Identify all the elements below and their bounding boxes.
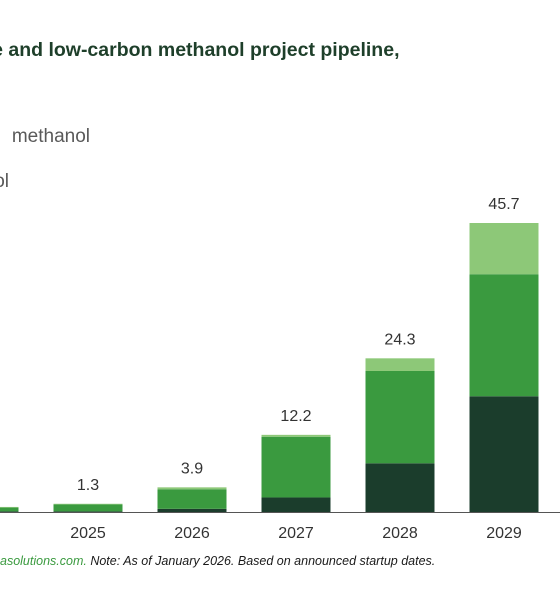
- x-tick-label-2026: 2026: [174, 525, 210, 542]
- bar-segment-light-2028: [365, 358, 435, 371]
- x-tick-label-2025: 2025: [70, 525, 106, 542]
- bar-segment-mid-2025: [53, 504, 123, 512]
- source-link[interactable]: asolutions.com.: [0, 554, 87, 568]
- bar-segment-light-2024: [0, 506, 19, 508]
- legend-entry-mid: ol: [0, 171, 9, 192]
- bar-segment-mid-2028: [365, 370, 435, 464]
- bar-total-label-2028: 24.3: [384, 331, 415, 348]
- bar-segment-mid-2027: [261, 436, 331, 498]
- bar-segment-light-2027: [261, 434, 331, 437]
- bar-segment-dark-2024: [0, 511, 19, 512]
- bar-total-label-2029: 45.7: [488, 196, 519, 213]
- bar-segment-dark-2026: [157, 508, 227, 512]
- source-note: asolutions.com. Note: As of January 2026…: [0, 554, 435, 568]
- bar-total-label-2026: 3.9: [181, 460, 203, 477]
- x-tick-label-2029: 2029: [486, 525, 522, 542]
- bar-segment-mid-2026: [157, 489, 227, 509]
- bar-segment-light-2025: [53, 503, 123, 505]
- bar-total-label-2027: 12.2: [280, 408, 311, 425]
- bar-total-label-2025: 1.3: [77, 477, 99, 494]
- source-note-text: Note: As of January 2026. Based on annou…: [86, 554, 436, 568]
- legend-entry-light: methanol: [11, 126, 90, 147]
- bar-segment-dark-2028: [365, 463, 435, 512]
- x-tick-label-2028: 2028: [382, 525, 418, 542]
- bar-segment-light-2029: [469, 223, 539, 275]
- bar-segment-light-2026: [157, 487, 227, 490]
- chart-title: newable and low-carbon methanol project …: [0, 39, 400, 61]
- bar-segment-dark-2027: [261, 497, 331, 512]
- bar-segment-dark-2025: [53, 511, 123, 512]
- bar-segment-mid-2024: [0, 507, 19, 512]
- x-tick-label-2027: 2027: [278, 525, 314, 542]
- bar-segment-mid-2029: [469, 274, 539, 397]
- bar-segment-dark-2029: [469, 396, 539, 512]
